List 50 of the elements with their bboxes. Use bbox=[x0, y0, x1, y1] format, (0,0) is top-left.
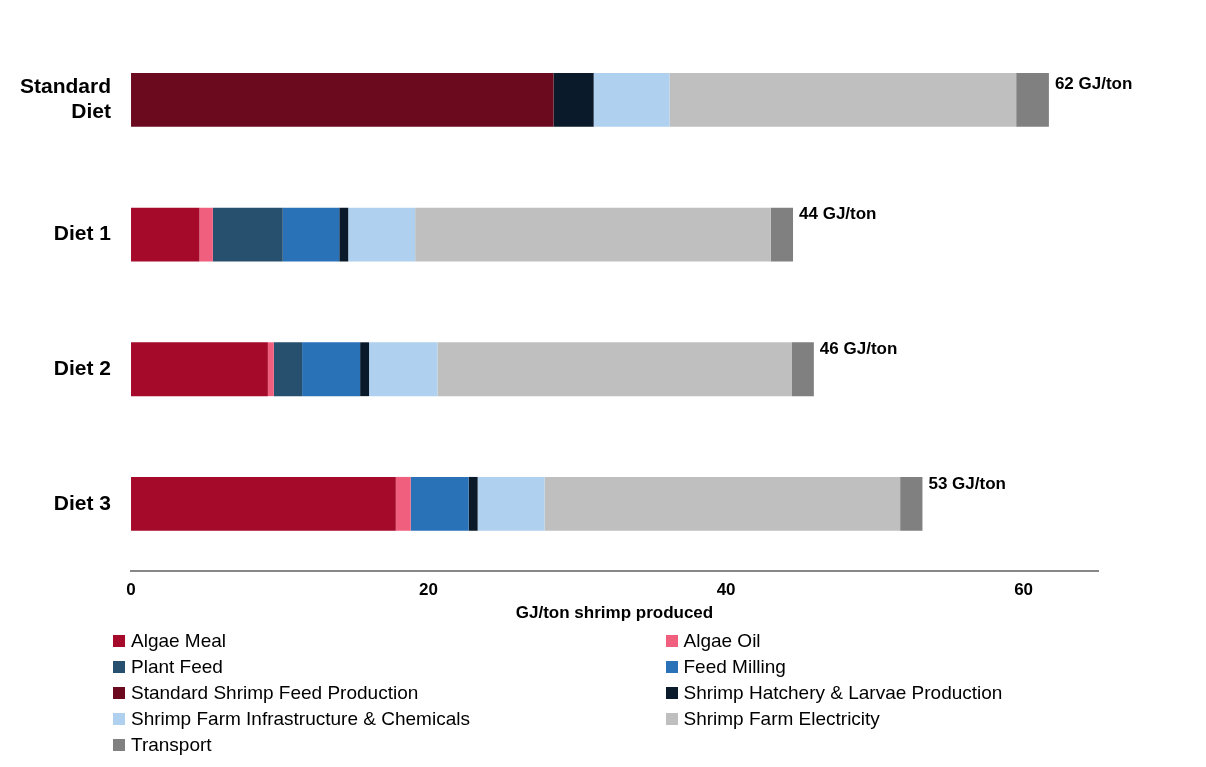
legend-label: Algae Meal bbox=[131, 629, 227, 653]
total-label: 44 GJ/ton bbox=[799, 204, 877, 224]
bar bbox=[339, 207, 349, 262]
bar bbox=[212, 207, 283, 262]
legend-label: Transport bbox=[131, 733, 212, 757]
bar bbox=[553, 73, 594, 127]
x-tick-label: 40 bbox=[716, 580, 736, 600]
y-tick-label: Standard Diet bbox=[20, 74, 112, 123]
total-label: 62 GJ/ton bbox=[1054, 73, 1133, 93]
bar bbox=[131, 476, 396, 531]
bar bbox=[468, 476, 478, 531]
bar bbox=[544, 476, 901, 531]
legend-label: Standard Shrimp Feed Production bbox=[131, 681, 419, 705]
bar bbox=[267, 342, 274, 397]
bar bbox=[415, 207, 771, 262]
bar bbox=[348, 207, 416, 262]
bar bbox=[282, 207, 340, 262]
x-tick-label: 60 bbox=[1014, 580, 1034, 600]
bar bbox=[131, 73, 554, 127]
bar bbox=[410, 476, 469, 531]
bar bbox=[669, 73, 1017, 127]
y-tick-label: Diet 2 bbox=[53, 356, 112, 380]
bar bbox=[360, 342, 370, 397]
bar bbox=[273, 342, 303, 397]
legend-label: Shrimp Farm Electricity bbox=[683, 707, 880, 731]
y-tick-label: Diet 1 bbox=[53, 221, 112, 245]
bar bbox=[770, 207, 794, 262]
x-axis-title: GJ/ton shrimp produced bbox=[515, 603, 714, 623]
bar bbox=[1016, 73, 1049, 127]
total-label: 46 GJ/ton bbox=[819, 338, 898, 358]
bar bbox=[900, 476, 923, 531]
y-tick-label: Diet 3 bbox=[53, 490, 112, 514]
bar bbox=[593, 73, 670, 127]
bar bbox=[437, 342, 792, 397]
bar bbox=[395, 476, 411, 531]
x-tick-label: 0 bbox=[126, 580, 136, 600]
bar bbox=[131, 207, 200, 262]
legend-label: Feed Milling bbox=[683, 655, 786, 679]
bar bbox=[791, 342, 814, 397]
bar bbox=[199, 207, 213, 262]
legend-label: Shrimp Hatchery & Larvae Production bbox=[683, 681, 1003, 705]
legend-label: Plant Feed bbox=[131, 655, 223, 679]
x-tick-label: 20 bbox=[419, 580, 439, 600]
bar bbox=[369, 342, 438, 397]
total-label: 53 GJ/ton bbox=[928, 473, 1006, 493]
bar bbox=[302, 342, 361, 397]
legend-label: Algae Oil bbox=[683, 629, 761, 653]
legend-label: Shrimp Farm Infrastructure & Chemicals bbox=[131, 707, 470, 731]
bar bbox=[131, 342, 268, 397]
bar bbox=[477, 476, 545, 531]
